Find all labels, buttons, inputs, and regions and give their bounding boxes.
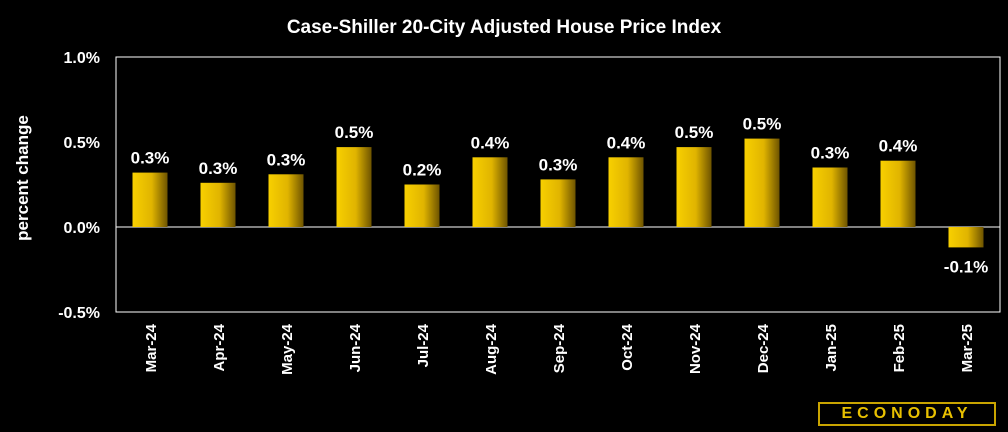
y-axis-label: percent change (13, 115, 32, 241)
data-label: 0.3% (811, 144, 850, 163)
bar (404, 184, 440, 227)
y-tick-label: 0.5% (64, 135, 100, 152)
data-label: -0.1% (944, 257, 988, 276)
x-tick-label: Dec-24 (755, 323, 772, 373)
data-label: 0.5% (743, 115, 782, 134)
data-labels: 0.3% 0.3% 0.3% 0.5% 0.2% 0.4% 0.3% 0.4% 0.5% 0.5%… (131, 115, 989, 277)
x-tick-label: Jan-25 (823, 324, 840, 372)
data-label: 0.3% (539, 155, 578, 174)
y-axis-ticks: 1.0% 0.5% 0.0% -0.5% (58, 50, 100, 322)
bar (812, 167, 848, 227)
data-label: 0.5% (675, 123, 714, 142)
data-label: 0.3% (131, 149, 170, 168)
bar (132, 172, 168, 227)
y-tick-label: 0.0% (64, 220, 100, 237)
bar (880, 160, 916, 227)
bar (676, 147, 712, 227)
data-label: 0.3% (267, 150, 306, 169)
data-label: 0.5% (335, 123, 374, 142)
bar (948, 227, 984, 248)
x-tick-label: Aug-24 (483, 323, 500, 374)
plot-area (115, 56, 1001, 313)
x-tick-label: Oct-24 (619, 323, 636, 370)
x-tick-label: May-24 (279, 323, 296, 375)
data-label: 0.4% (471, 133, 510, 152)
x-axis-ticks: Mar-24 Apr-24 May-24 Jun-24 Jul-24 Aug-24 Sep-… (143, 323, 976, 375)
bar (268, 174, 304, 227)
x-tick-label: Mar-24 (143, 323, 160, 372)
data-label: 0.3% (199, 159, 238, 178)
x-tick-label: Sep-24 (551, 323, 568, 373)
x-tick-label: Jul-24 (415, 323, 432, 367)
x-tick-label: Feb-25 (891, 324, 908, 372)
y-tick-label: -0.5% (58, 305, 100, 322)
bar (744, 138, 780, 227)
bar (608, 157, 644, 227)
bar (336, 147, 372, 227)
x-tick-label: Apr-24 (211, 323, 228, 371)
data-label: 0.2% (403, 161, 442, 180)
bar (540, 179, 576, 227)
econoday-logo: ECONODAY (818, 402, 996, 426)
data-label: 0.4% (879, 137, 918, 156)
x-tick-label: Jun-24 (347, 323, 364, 372)
bars (132, 138, 984, 248)
x-tick-label: Nov-24 (687, 323, 704, 374)
chart-title: Case-Shiller 20-City Adjusted House Pric… (287, 17, 722, 38)
bar (200, 182, 236, 227)
y-tick-label: 1.0% (64, 50, 100, 67)
data-label: 0.4% (607, 133, 646, 152)
bar (472, 157, 508, 227)
x-tick-label: Mar-25 (959, 324, 976, 372)
